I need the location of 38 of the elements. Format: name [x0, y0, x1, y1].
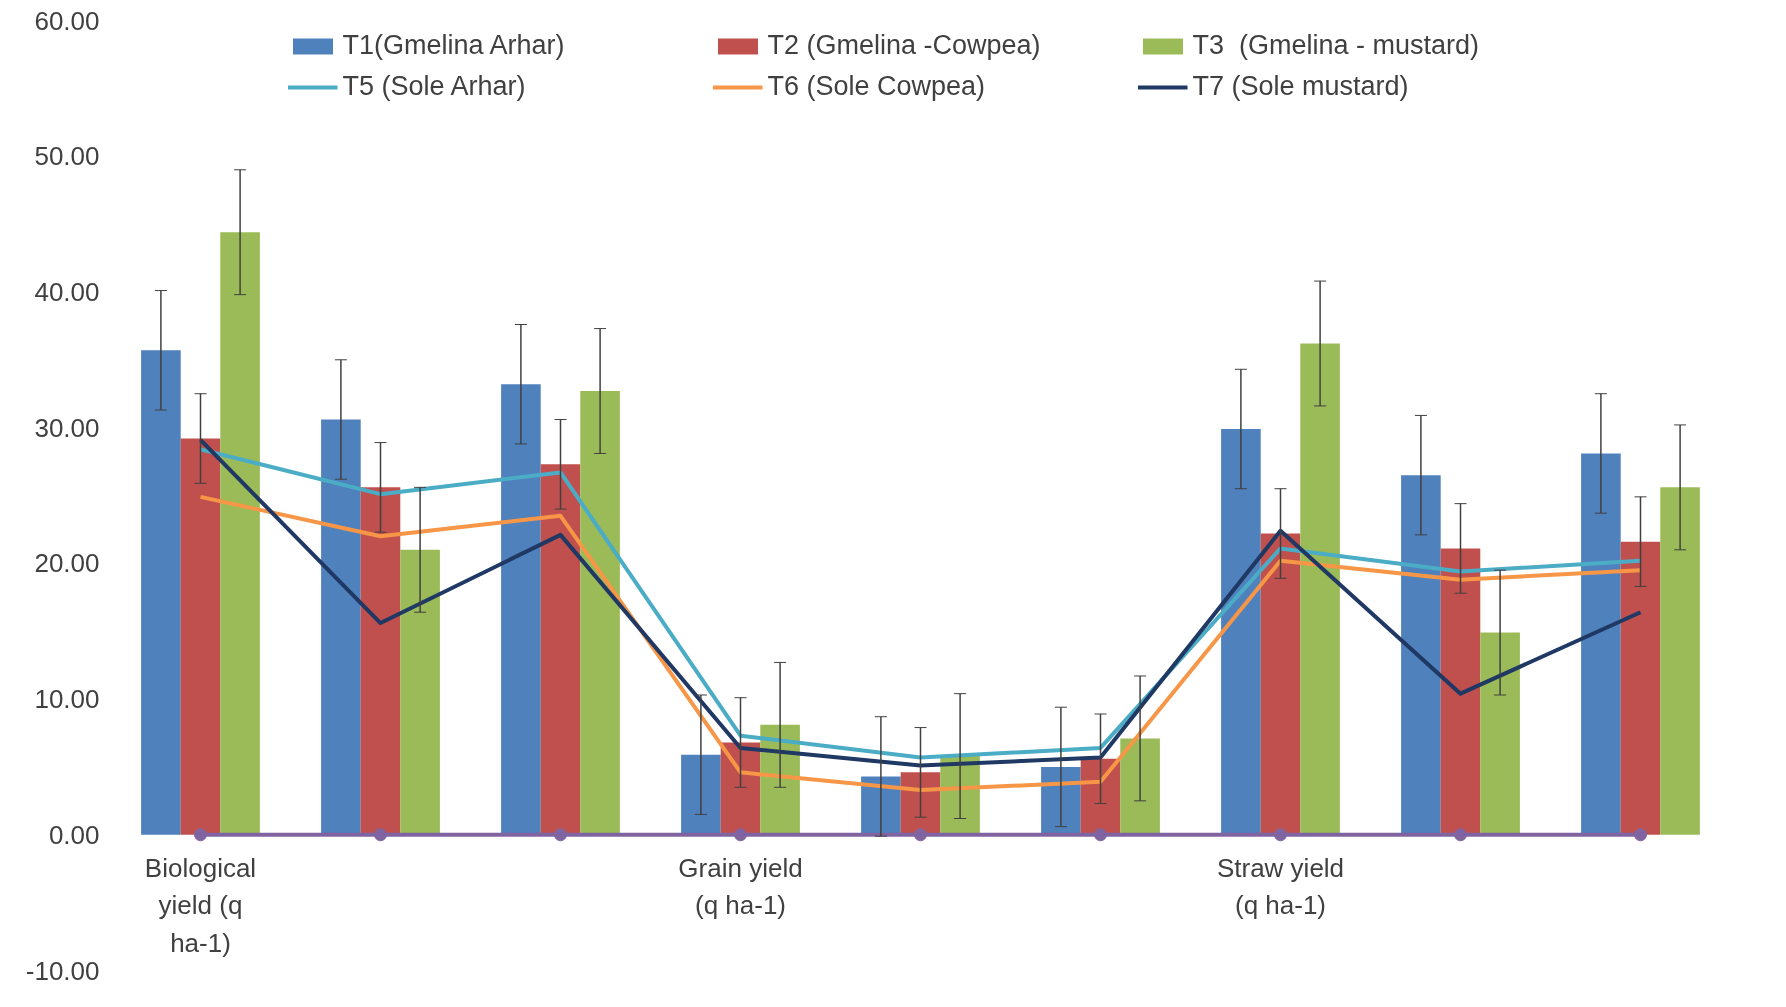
y-tick-label: 40.00: [34, 276, 100, 307]
bar: [1300, 343, 1340, 835]
bar: [1221, 429, 1261, 835]
bar: [1401, 475, 1441, 835]
bar: [1620, 541, 1661, 835]
line-series: [198, 494, 1643, 792]
legend-label: T2 (Gmelina -Cowpea): [767, 30, 1042, 61]
bar: [400, 549, 440, 835]
y-tick-label: 30.00: [34, 412, 100, 443]
y-tick-label: 20.00: [34, 548, 100, 579]
y-tick-label: 10.00: [34, 684, 100, 715]
bar: [220, 232, 260, 835]
legend-label: T5 (Sole Arhar): [342, 71, 527, 102]
bar: [501, 384, 541, 835]
legend-label: T3 (Gmelina - mustard): [1192, 30, 1481, 61]
x-tick-label: Grain yield (q ha-1): [678, 852, 803, 921]
bar: [1581, 453, 1621, 835]
bar: [1660, 487, 1700, 835]
y-tick-label: -10.00: [25, 955, 100, 986]
bar: [1260, 533, 1301, 835]
x-tick-label: Straw yield (q ha-1): [1216, 852, 1345, 921]
bar: [580, 391, 620, 835]
bar: [1480, 632, 1520, 835]
bar: [360, 487, 401, 835]
bar: [540, 464, 581, 835]
bar: [1120, 738, 1160, 835]
bar: [1440, 548, 1481, 835]
bar: [321, 419, 361, 835]
bar: [681, 754, 721, 835]
bar: [180, 438, 221, 835]
y-tick-label: 60.00: [34, 5, 100, 36]
bar: [141, 350, 181, 835]
legend-label: T1(Gmelina Arhar): [342, 30, 566, 61]
y-tick-label: 0.00: [48, 819, 100, 850]
y-tick-label: 50.00: [34, 141, 100, 172]
legend-label: T7 (Sole mustard): [1192, 71, 1410, 102]
x-tick-label: Biological yield (q ha-1): [144, 852, 257, 958]
legend-label: T6 (Sole Cowpea): [767, 71, 987, 102]
